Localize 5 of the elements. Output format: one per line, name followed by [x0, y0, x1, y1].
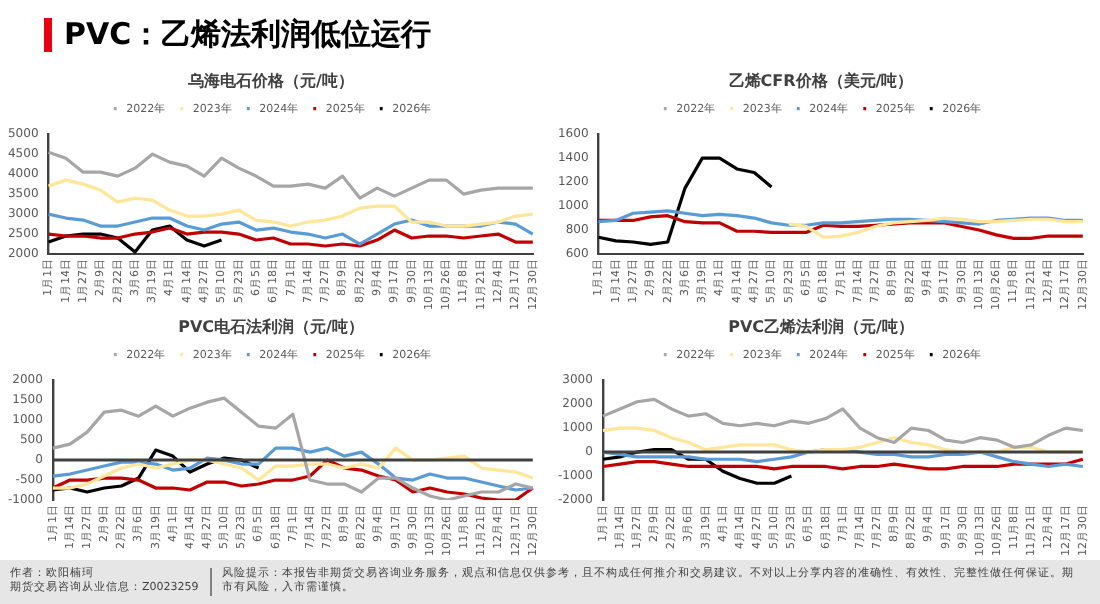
chart-title: 乙烯CFR价格（美元/吨） [728, 69, 914, 90]
chart-title: 乌海电石价格（元/吨） [186, 71, 354, 90]
text: PVC：乙烯法利润低位运行 [64, 15, 432, 53]
chart-title: PVC电石法利润（元/吨） [178, 315, 364, 336]
chart-title: PVC乙烯法利润（元/吨） [728, 315, 914, 336]
